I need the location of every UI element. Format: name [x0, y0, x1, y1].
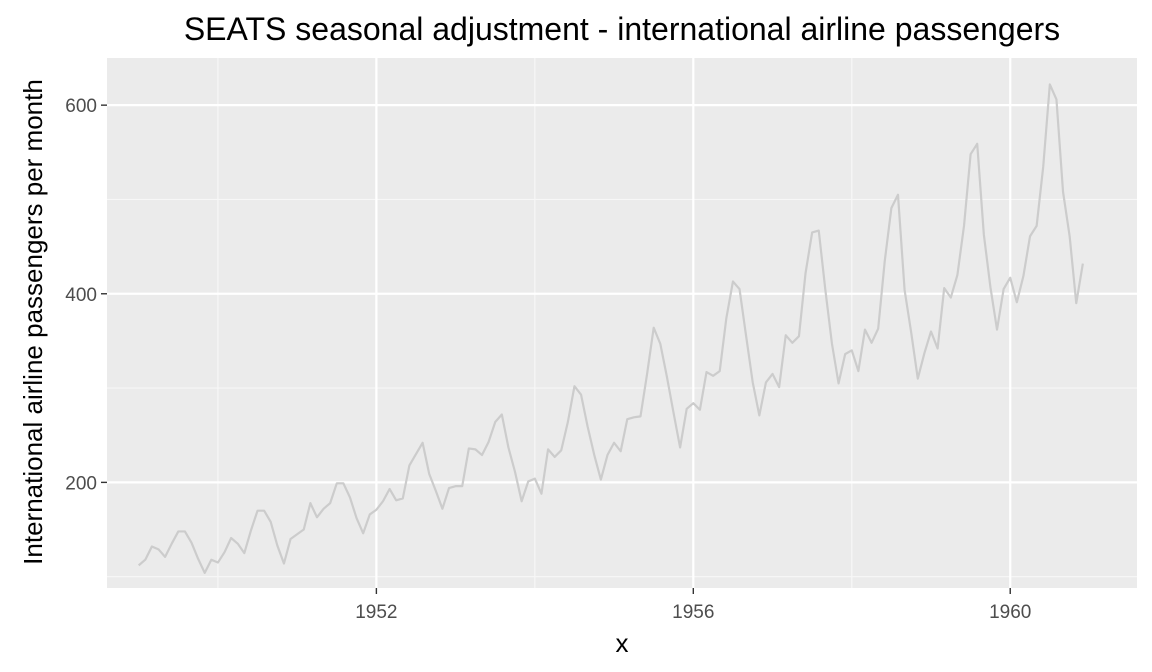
y-tick-label: 200 [65, 473, 97, 494]
chart-title: SEATS seasonal adjustment - internationa… [184, 11, 1060, 47]
y-tick-label: 400 [65, 285, 97, 306]
minor-gridlines [107, 58, 1137, 588]
y-axis-ticks: 200 400 600 [65, 96, 107, 494]
x-axis-title: x [616, 628, 629, 658]
major-gridlines [107, 58, 1137, 588]
x-tick-label: 1952 [355, 602, 397, 623]
y-tick-label: 600 [65, 96, 97, 117]
passengers-series-line [137, 83, 1084, 575]
y-axis-title: International airline passengers per mon… [18, 79, 48, 565]
x-axis-ticks: 1952 1956 1960 [355, 588, 1031, 623]
x-tick-label: 1960 [989, 602, 1031, 623]
x-tick-label: 1956 [672, 602, 714, 623]
plot-panel [107, 58, 1137, 588]
